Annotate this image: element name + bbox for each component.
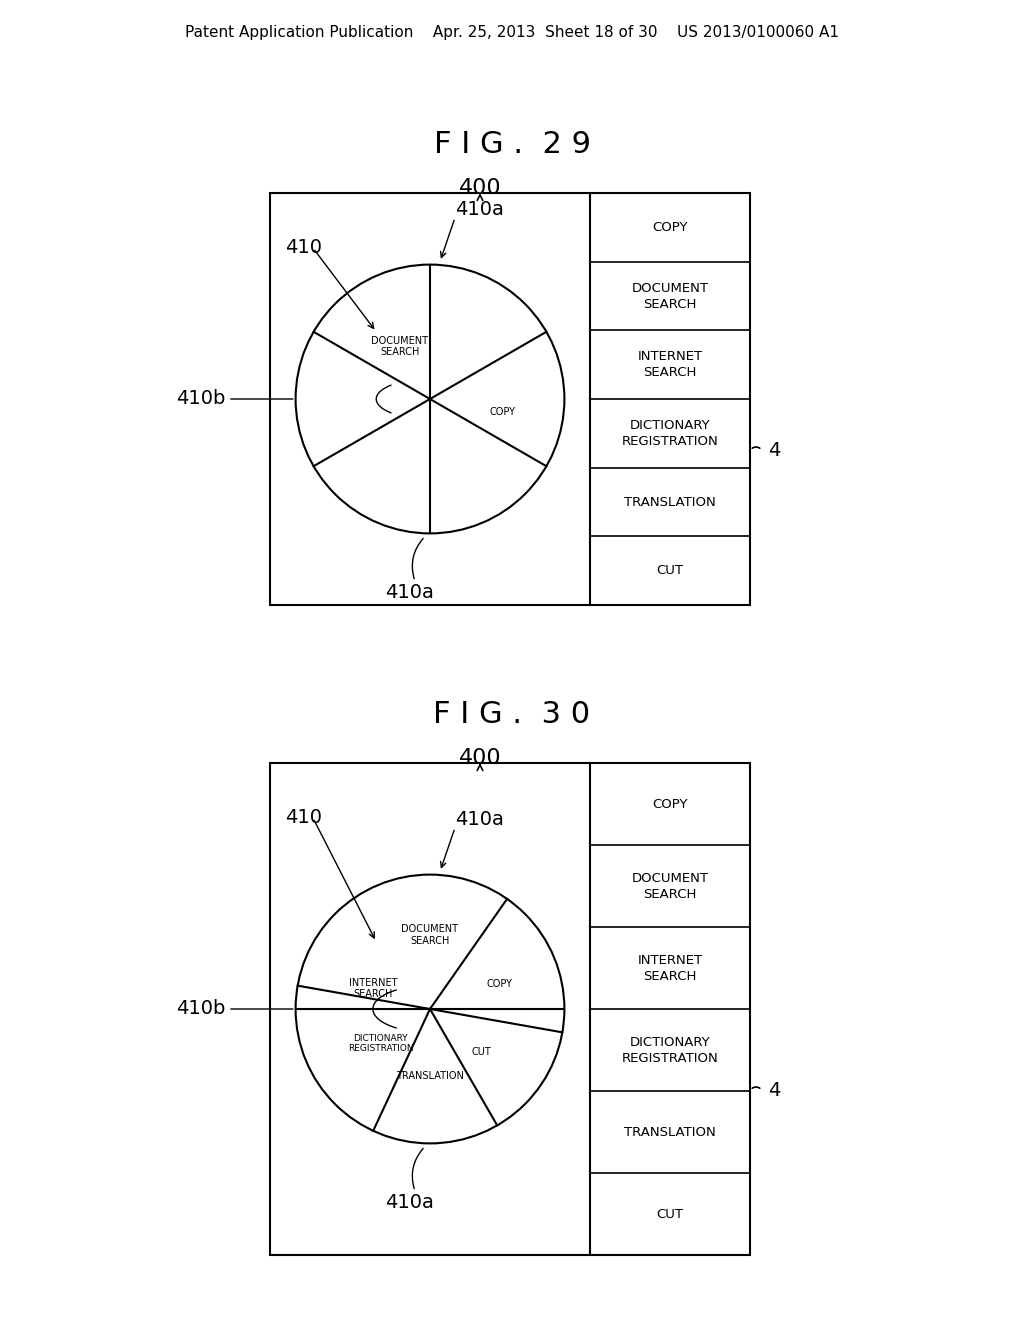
Text: 4: 4 <box>768 441 780 459</box>
Text: CUT: CUT <box>656 1208 683 1221</box>
Text: F I G .  3 0: F I G . 3 0 <box>433 700 591 729</box>
Text: 400: 400 <box>459 748 502 768</box>
Text: 410a: 410a <box>455 201 504 219</box>
Text: 400: 400 <box>459 178 502 198</box>
Text: INTERNET
SEARCH: INTERNET SEARCH <box>637 953 702 982</box>
Text: 410: 410 <box>285 808 322 828</box>
Text: INTERNET
SEARCH: INTERNET SEARCH <box>637 350 702 379</box>
Text: 410b: 410b <box>176 999 225 1019</box>
Text: COPY: COPY <box>489 407 516 417</box>
Text: TRANSLATION: TRANSLATION <box>396 1072 464 1081</box>
Text: 410a: 410a <box>455 810 504 829</box>
Text: COPY: COPY <box>486 978 512 989</box>
Text: 410a: 410a <box>386 1193 434 1212</box>
Text: DICTIONARY
REGISTRATION: DICTIONARY REGISTRATION <box>347 1034 414 1053</box>
Text: TRANSLATION: TRANSLATION <box>624 1126 716 1138</box>
Text: 410a: 410a <box>386 583 434 602</box>
Text: Patent Application Publication    Apr. 25, 2013  Sheet 18 of 30    US 2013/01000: Patent Application Publication Apr. 25, … <box>185 25 839 40</box>
Text: F I G .  2 9: F I G . 2 9 <box>433 129 591 158</box>
Text: CUT: CUT <box>656 564 683 577</box>
Bar <box>270 763 750 1255</box>
Text: DICTIONARY
REGISTRATION: DICTIONARY REGISTRATION <box>622 418 719 447</box>
Text: 410b: 410b <box>176 389 225 408</box>
Text: INTERNET
SEARCH: INTERNET SEARCH <box>349 978 397 999</box>
Text: DOCUMENT
SEARCH: DOCUMENT SEARCH <box>632 281 709 310</box>
Text: 4: 4 <box>768 1081 780 1100</box>
Text: DOCUMENT
SEARCH: DOCUMENT SEARCH <box>632 871 709 900</box>
Text: DOCUMENT
SEARCH: DOCUMENT SEARCH <box>372 335 428 358</box>
Text: COPY: COPY <box>652 797 688 810</box>
Bar <box>270 193 750 605</box>
Text: TRANSLATION: TRANSLATION <box>624 495 716 508</box>
Text: 410: 410 <box>285 238 322 257</box>
Text: DOCUMENT
SEARCH: DOCUMENT SEARCH <box>401 924 459 946</box>
Text: DICTIONARY
REGISTRATION: DICTIONARY REGISTRATION <box>622 1035 719 1064</box>
Text: CUT: CUT <box>472 1047 492 1057</box>
Text: COPY: COPY <box>652 220 688 234</box>
